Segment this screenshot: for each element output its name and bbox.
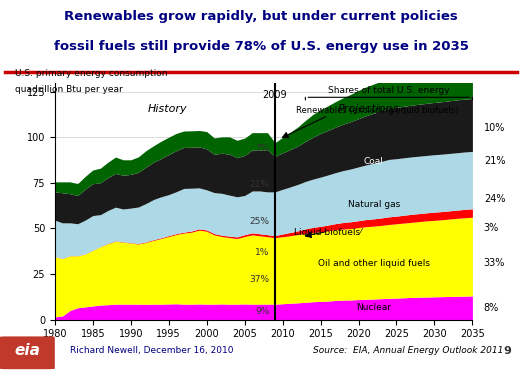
Text: 37%: 37% xyxy=(250,275,270,284)
Text: 25%: 25% xyxy=(250,217,270,226)
Text: fossil fuels still provide 78% of U.S. energy use in 2035: fossil fuels still provide 78% of U.S. e… xyxy=(54,40,468,53)
Text: 21%: 21% xyxy=(484,156,505,166)
Text: Coal: Coal xyxy=(364,156,384,165)
Text: Renewables (excluding liquid biofuels): Renewables (excluding liquid biofuels) xyxy=(296,106,459,115)
Text: quadrillion Btu per year: quadrillion Btu per year xyxy=(15,85,123,94)
Text: 8%: 8% xyxy=(484,303,499,313)
Text: Source:  EIA, Annual Energy Outlook 2011: Source: EIA, Annual Energy Outlook 2011 xyxy=(313,346,504,355)
Text: eia: eia xyxy=(15,343,41,358)
Text: Oil and other liquid fuels: Oil and other liquid fuels xyxy=(318,259,430,268)
Text: 21%: 21% xyxy=(250,180,270,189)
Text: 1%: 1% xyxy=(255,248,270,257)
Text: 33%: 33% xyxy=(484,258,505,268)
Text: Nuclear: Nuclear xyxy=(356,303,391,312)
Text: U.S. primary energy consumption: U.S. primary energy consumption xyxy=(15,68,168,77)
Text: Natural gas: Natural gas xyxy=(348,200,400,209)
Text: 10%: 10% xyxy=(484,123,505,133)
Text: Liquid biofuels⁄: Liquid biofuels⁄ xyxy=(294,227,362,237)
Text: 9: 9 xyxy=(504,346,512,356)
Text: Projections: Projections xyxy=(337,104,399,114)
Text: 7%: 7% xyxy=(255,144,270,153)
Text: 3%: 3% xyxy=(484,223,499,233)
Text: 2009: 2009 xyxy=(263,90,287,100)
Text: Shares of total U.S. energy: Shares of total U.S. energy xyxy=(328,86,449,94)
Text: 9%: 9% xyxy=(255,307,270,316)
Text: Renewables grow rapidly, but under current policies: Renewables grow rapidly, but under curre… xyxy=(64,10,458,23)
Text: Richard Newell, December 16, 2010: Richard Newell, December 16, 2010 xyxy=(70,346,234,355)
Text: 24%: 24% xyxy=(484,194,505,204)
FancyBboxPatch shape xyxy=(0,337,55,369)
Text: History: History xyxy=(148,104,187,114)
